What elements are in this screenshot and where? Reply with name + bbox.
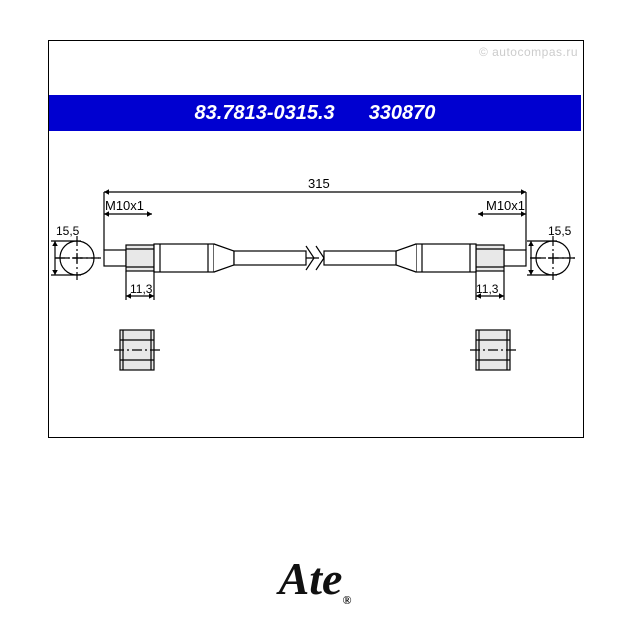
technical-drawing (0, 0, 630, 630)
brand-logo: Ate® (0, 552, 630, 608)
brand-text: Ate (279, 553, 343, 604)
trademark-icon: ® (342, 593, 351, 607)
